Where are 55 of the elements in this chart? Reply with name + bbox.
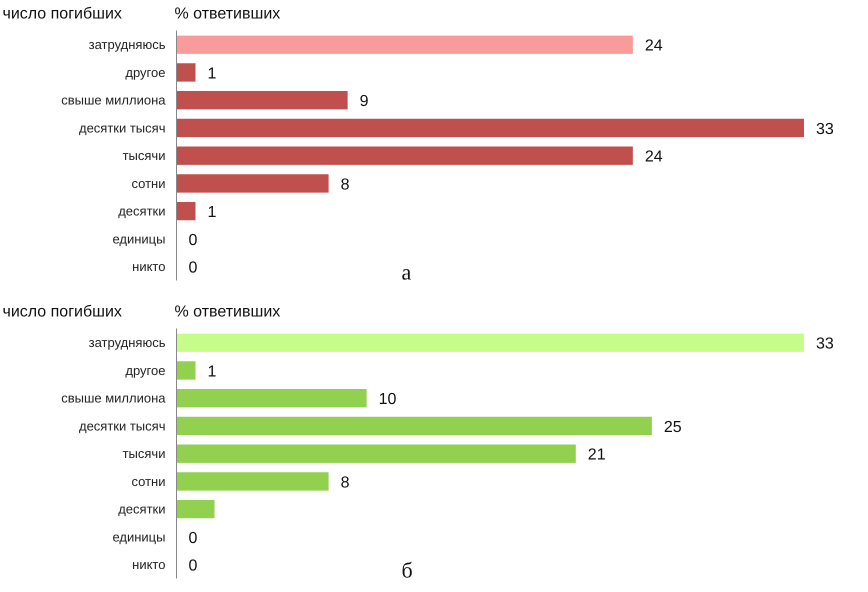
y-tick-label: единицы	[112, 231, 166, 246]
bar	[176, 174, 329, 193]
annotation: а	[401, 260, 412, 284]
data-label: 8	[340, 474, 350, 492]
y-tick-label: сотни	[131, 474, 166, 489]
y-tick-label: десятки	[118, 204, 166, 219]
data-label: 1	[207, 65, 216, 82]
y-tick-label: десятки	[118, 502, 166, 517]
y-tick-label: свыше миллиона	[61, 92, 166, 108]
y-tick-label: десятки тысяч	[79, 120, 166, 136]
annotation: б	[401, 558, 413, 582]
y-tick-label: другое	[125, 362, 166, 378]
y-tick-label: сотни	[131, 176, 166, 191]
data-label: 8	[340, 176, 350, 194]
y-tick-label: никто	[132, 259, 166, 274]
data-label: 21	[588, 446, 606, 464]
data-label: 0	[188, 530, 198, 547]
bar	[176, 118, 804, 138]
data-label: 1	[207, 363, 216, 380]
y-axis-title: число погибших	[2, 304, 122, 321]
y-tick-label: никто	[132, 557, 166, 572]
data-label: 25	[664, 418, 682, 436]
data-label: 0	[188, 232, 198, 249]
data-label: 33	[816, 120, 834, 138]
bar	[176, 334, 804, 352]
bar	[176, 146, 633, 165]
bar	[176, 416, 652, 436]
bar	[176, 202, 196, 220]
y-tick-label: затрудняюсь	[88, 335, 166, 350]
data-label: 24	[644, 38, 663, 55]
y-tick-label: единицы	[112, 529, 166, 544]
bar	[176, 63, 196, 82]
data-label: 9	[360, 93, 369, 110]
data-label: 33	[816, 336, 834, 353]
data-label: 0	[188, 558, 198, 575]
bar	[176, 389, 367, 408]
data-label: 0	[188, 260, 198, 277]
bar	[176, 36, 633, 54]
data-label: 10	[378, 391, 397, 408]
bar	[176, 444, 576, 463]
y-tick-label: свыше миллиона	[61, 390, 166, 406]
bar	[176, 361, 196, 380]
bar	[176, 472, 329, 491]
y-tick-label: другое	[125, 64, 166, 80]
bar	[176, 500, 215, 518]
x-axis-title: % ответивших	[174, 6, 280, 23]
y-tick-label: затрудняюсь	[88, 37, 166, 52]
y-tick-label: тысячи	[122, 148, 166, 164]
data-label: 24	[644, 148, 663, 166]
y-tick-label: десятки тысяч	[79, 418, 166, 434]
y-tick-label: тысячи	[122, 446, 166, 462]
bar	[176, 91, 348, 110]
y-axis-title: число погибших	[2, 6, 122, 23]
data-label: 1	[207, 204, 216, 222]
x-axis-title: % ответивших	[174, 304, 280, 321]
